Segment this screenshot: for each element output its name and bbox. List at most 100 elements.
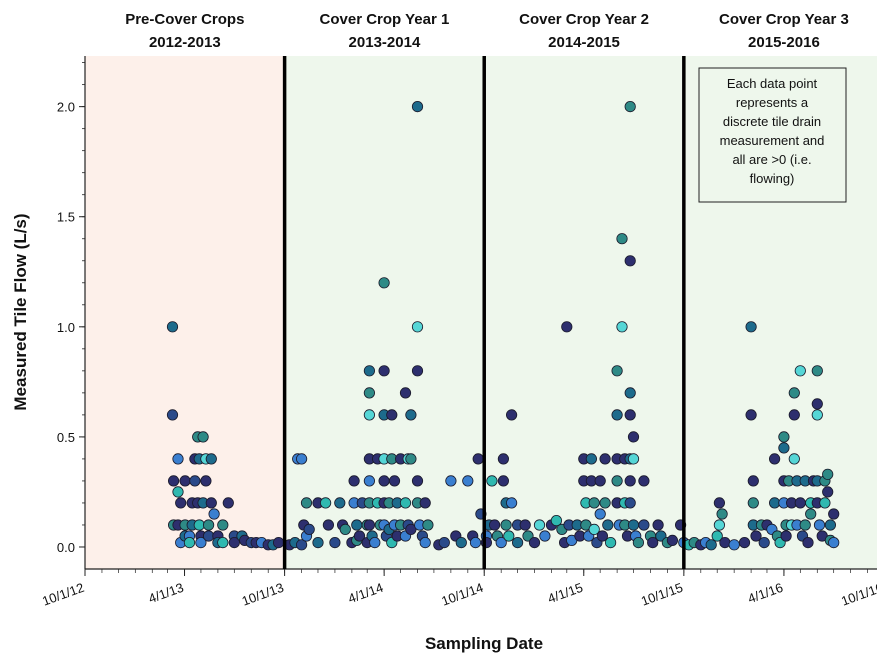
data-point	[445, 475, 457, 487]
y-tick-label: 2.0	[57, 100, 75, 115]
period-titles: Pre-Cover Crops 2012-2013 Cover Crop Year …	[125, 11, 849, 51]
data-point	[585, 453, 598, 465]
period-title-1: Pre-Cover Crops	[125, 11, 244, 28]
data-point	[422, 519, 434, 531]
data-point	[378, 277, 390, 289]
annotation-line: represents a	[736, 95, 809, 110]
y-tick-label: 0.5	[57, 430, 75, 445]
x-tick-label: 10/1/14	[439, 580, 485, 609]
data-point	[200, 475, 212, 487]
data-point	[405, 453, 417, 465]
period-title-2: Cover Crop Year 1	[320, 11, 450, 28]
data-point	[217, 536, 229, 549]
data-point	[594, 508, 606, 520]
x-axis-title: Sampling Date	[425, 634, 543, 653]
data-point	[611, 475, 623, 487]
data-point	[497, 475, 509, 487]
x-tick-label: 4/1/15	[546, 580, 585, 606]
data-point	[411, 365, 424, 377]
data-point	[168, 475, 180, 487]
data-point	[788, 453, 800, 465]
period-band-2	[284, 56, 485, 569]
data-point	[363, 409, 375, 421]
data-point	[632, 536, 645, 549]
data-point	[419, 536, 431, 549]
data-point	[488, 519, 501, 531]
data-point	[811, 365, 823, 377]
data-point	[505, 497, 518, 509]
data-point	[411, 101, 424, 113]
data-point	[745, 321, 757, 333]
data-point	[652, 519, 664, 531]
data-point	[166, 321, 179, 333]
data-point	[638, 519, 650, 531]
data-point	[794, 497, 806, 509]
data-point	[788, 409, 800, 421]
data-point	[363, 519, 375, 531]
period-years-1: 2012-2013	[149, 34, 221, 51]
data-point	[624, 475, 636, 487]
data-point	[322, 519, 334, 531]
data-point	[588, 523, 600, 536]
data-point	[728, 539, 740, 551]
data-point	[469, 536, 482, 549]
data-point	[747, 475, 759, 487]
data-point	[745, 409, 757, 421]
data-point	[205, 497, 217, 509]
data-point	[638, 475, 650, 487]
data-point	[399, 387, 412, 399]
data-point	[747, 497, 759, 509]
period-band-1	[85, 56, 285, 569]
data-point	[627, 453, 640, 465]
data-point	[624, 101, 636, 113]
data-point	[175, 497, 187, 509]
data-point	[799, 519, 811, 531]
data-point	[713, 519, 726, 531]
data-point	[768, 453, 781, 465]
data-point	[711, 530, 723, 542]
data-point	[272, 536, 285, 549]
data-point	[166, 409, 179, 421]
data-point	[719, 536, 731, 549]
data-point	[172, 453, 184, 465]
data-point	[319, 497, 332, 509]
annotation-line: all are >0 (i.e.	[732, 152, 811, 167]
x-tick-label: 10/1/12	[40, 580, 86, 609]
data-point	[627, 519, 640, 531]
data-point	[813, 519, 826, 531]
data-point	[550, 514, 563, 527]
y-axis-title: Measured Tile Flow (L/s)	[11, 213, 30, 410]
data-point	[405, 409, 417, 421]
data-point	[419, 497, 431, 509]
data-point	[528, 536, 541, 549]
data-point	[363, 387, 375, 399]
data-point	[438, 536, 450, 549]
data-point	[295, 539, 308, 551]
data-point	[208, 508, 220, 520]
data-point	[399, 497, 412, 509]
data-point	[405, 523, 417, 536]
data-point	[780, 530, 792, 542]
x-tick-label: 4/1/16	[746, 580, 785, 606]
data-point	[172, 486, 184, 498]
data-point	[183, 536, 196, 549]
period-band-3	[484, 56, 684, 569]
data-point	[611, 409, 623, 421]
data-point	[768, 497, 781, 509]
data-point	[363, 365, 375, 377]
data-point	[486, 475, 498, 487]
data-point	[604, 536, 617, 549]
data-point	[378, 365, 390, 377]
y-tick-label: 1.0	[57, 320, 75, 335]
y-tick-label: 1.5	[57, 210, 75, 225]
data-point	[300, 497, 313, 509]
data-point	[533, 519, 546, 531]
data-point	[203, 519, 215, 531]
data-point	[599, 497, 611, 509]
x-tick-label: 10/1/13	[240, 580, 286, 609]
data-point	[828, 536, 840, 549]
y-tick-label: 0.0	[57, 540, 75, 555]
data-point	[197, 431, 209, 443]
annotation-box: Each data point represents a discrete tile…	[698, 67, 847, 203]
data-point	[778, 431, 790, 443]
